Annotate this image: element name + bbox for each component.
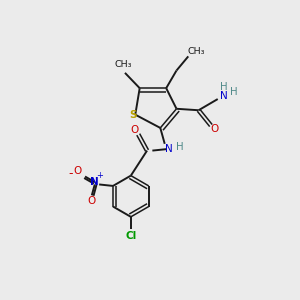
Text: O: O [130, 125, 139, 135]
Text: H: H [176, 142, 183, 152]
Text: Cl: Cl [125, 231, 136, 241]
Text: O: O [210, 124, 219, 134]
Text: N: N [165, 144, 172, 154]
Text: +: + [97, 171, 104, 180]
Text: H: H [230, 87, 238, 97]
Text: CH₃: CH₃ [115, 60, 132, 69]
Text: S: S [129, 110, 137, 120]
Text: CH₃: CH₃ [188, 47, 205, 56]
Text: O: O [87, 196, 95, 206]
Text: N: N [220, 91, 228, 100]
Text: H: H [220, 82, 228, 92]
Text: -: - [68, 167, 73, 180]
Text: O: O [74, 167, 82, 176]
Text: N: N [90, 177, 99, 187]
